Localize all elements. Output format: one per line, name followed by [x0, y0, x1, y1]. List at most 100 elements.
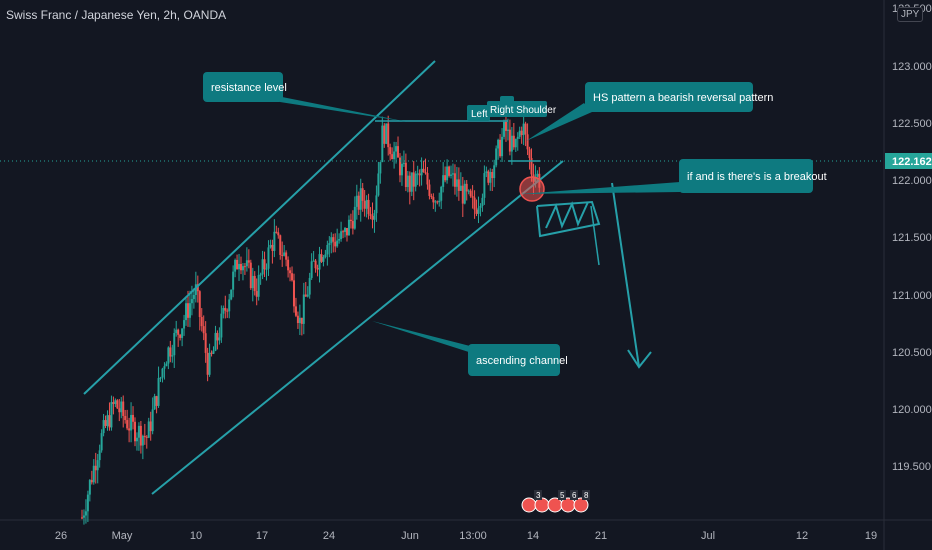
candle-body: [347, 219, 350, 236]
channel-lower-line[interactable]: [151, 160, 564, 495]
candle-body: [451, 173, 454, 175]
candle-body: [530, 158, 533, 175]
candle-body: [357, 195, 360, 210]
event-marker[interactable]: [534, 497, 550, 513]
event-marker[interactable]: [573, 497, 589, 513]
candle-body: [367, 199, 370, 215]
candle-body: [208, 352, 211, 375]
callout-hs-pointer: [526, 103, 592, 141]
candle-body: [371, 215, 374, 220]
candle-body: [393, 151, 396, 160]
candle-body: [422, 168, 425, 173]
candle-body: [320, 254, 323, 262]
note-resistance-level[interactable]: resistance level: [203, 72, 287, 102]
candle-body: [228, 299, 231, 312]
candle-body: [306, 294, 309, 297]
candle-body: [257, 275, 260, 297]
current-price-value: 122.162: [892, 156, 932, 168]
candle-body: [243, 266, 246, 268]
note-ascending-channel[interactable]: ascending channel: [468, 344, 568, 376]
candle-body: [349, 219, 352, 222]
time-tick: 21: [595, 530, 607, 542]
event-marker[interactable]: [560, 497, 576, 513]
candle-body: [135, 437, 138, 442]
candle-body: [385, 123, 388, 144]
candle-body: [481, 197, 484, 206]
candle-body: [387, 123, 390, 148]
candle-body: [102, 420, 105, 434]
candle-body: [316, 268, 319, 270]
candle-body: [287, 259, 290, 271]
candle-body: [338, 239, 341, 241]
candle-body: [310, 261, 313, 278]
candle-body: [261, 259, 264, 275]
candle-body: [522, 123, 525, 136]
candle-body: [110, 402, 113, 428]
candle-body: [518, 130, 521, 137]
channel-upper-line[interactable]: [83, 60, 436, 395]
candle-body: [457, 179, 460, 191]
candle-body: [202, 326, 205, 334]
candle-body: [273, 231, 276, 251]
candle-body: [277, 232, 280, 236]
currency-badge[interactable]: JPY: [897, 7, 924, 22]
candle-body: [416, 173, 419, 175]
candle-body: [312, 260, 315, 262]
price-axis[interactable]: 123.500 123.000 122.500 122.000 121.500 …: [892, 3, 932, 473]
event-count: 8: [584, 491, 589, 500]
candle-body: [459, 185, 462, 191]
candle-body: [526, 134, 529, 150]
candle-body: [238, 263, 241, 270]
candle-body: [506, 129, 509, 131]
candle-body: [503, 121, 506, 137]
event-marker[interactable]: [547, 497, 563, 513]
candle-body: [137, 425, 140, 438]
candle-body: [222, 307, 225, 314]
price-tick: 119.500: [892, 461, 931, 473]
current-price-tag: 122.162: [885, 153, 932, 169]
candle-body: [90, 480, 93, 483]
event-count: 6: [572, 491, 577, 500]
projection-line[interactable]: [611, 182, 640, 368]
time-tick: 17: [256, 530, 268, 542]
candle-body: [169, 347, 172, 357]
candle-body: [247, 260, 250, 263]
label-left[interactable]: Left: [467, 105, 490, 121]
callout-channel-pointer: [372, 321, 475, 354]
candle-body: [326, 244, 329, 255]
flag-outline[interactable]: [536, 200, 601, 238]
candle-body: [147, 421, 150, 438]
time-axis[interactable]: 26 May 10 17 24 Jun 13:00 14 21 Jul 12 1…: [55, 530, 877, 542]
candle-body: [314, 260, 317, 269]
candle-body: [471, 196, 474, 198]
candle-body: [383, 125, 386, 144]
candle-body: [128, 428, 131, 431]
candle-body: [226, 310, 229, 312]
event-markers[interactable]: 3 5 6 8: [521, 490, 590, 513]
candle-body: [398, 157, 401, 176]
candle-body: [133, 421, 136, 442]
candle-body: [432, 197, 435, 203]
breakout-circle[interactable]: [519, 176, 545, 202]
candle-body: [420, 168, 423, 176]
candle-body: [373, 213, 376, 220]
flag-zigzag: [545, 201, 589, 229]
candle-body: [430, 195, 433, 198]
note-hs-pattern[interactable]: HS pattern a bearish reversal pattern: [585, 82, 773, 112]
candle-body: [406, 175, 409, 188]
candle-body: [489, 171, 492, 183]
candle-body: [345, 227, 348, 236]
note-breakout[interactable]: if and is there's is a breakout: [679, 159, 827, 193]
candle-body: [365, 199, 368, 209]
candle-body: [218, 337, 221, 341]
event-marker[interactable]: [521, 497, 537, 513]
label-right-shoulder[interactable]: Right Shoulder: [487, 101, 557, 117]
candle-body: [308, 277, 311, 295]
candle-body: [508, 129, 511, 152]
candle-body: [88, 480, 91, 495]
candle-body: [485, 171, 488, 174]
candle-body: [122, 401, 125, 416]
candle-body: [114, 400, 117, 404]
candle-body: [424, 172, 427, 174]
